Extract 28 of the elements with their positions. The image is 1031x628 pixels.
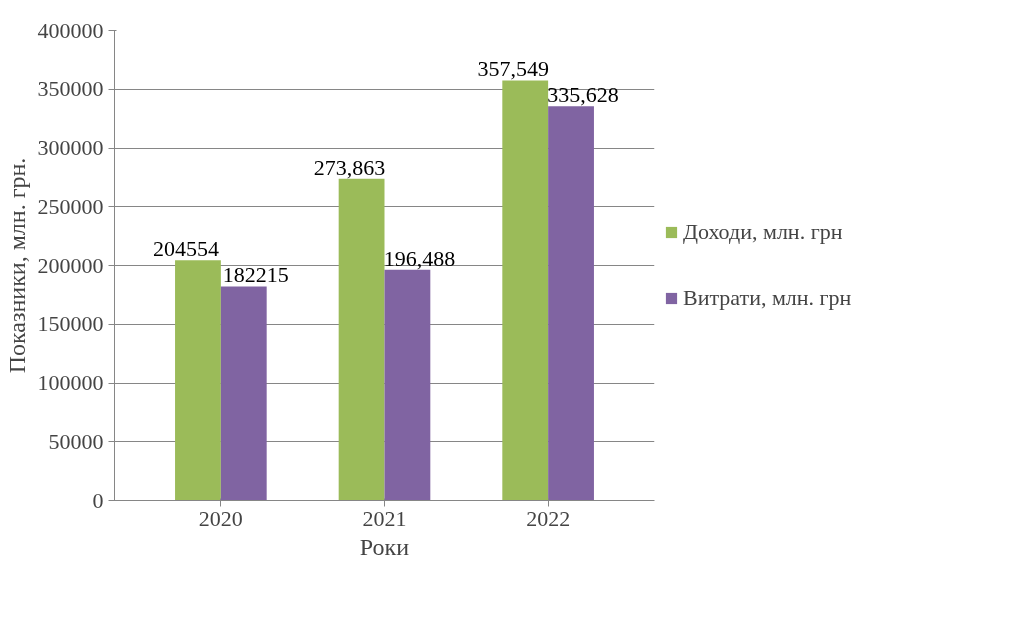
bar	[384, 269, 431, 501]
y-tick-label: 400000	[37, 17, 104, 43]
y-tick-label: 50000	[48, 428, 104, 454]
legend-label: Витрати, млн. грн	[683, 285, 852, 311]
x-tick-label: 2022	[526, 505, 571, 531]
data-label: 273,863	[313, 154, 386, 180]
bar	[175, 260, 221, 501]
y-tick-label: 350000	[37, 76, 104, 102]
y-axis-title: Показники, млн. грн.	[3, 157, 30, 374]
x-tick-label: 2021	[362, 505, 407, 531]
data-label: 357,549	[477, 56, 549, 82]
y-tick-label: 250000	[37, 193, 104, 219]
bar	[548, 106, 594, 501]
y-tick-label: 300000	[37, 135, 104, 160]
y-tick-label: 100000	[37, 370, 104, 395]
bar	[338, 178, 385, 501]
data-label: 335,628	[547, 82, 619, 108]
legend-label: Доходи, млн. грн	[683, 219, 843, 245]
y-tick-label: 150000	[37, 311, 104, 337]
bar	[220, 286, 267, 501]
y-tick-label: 0	[92, 487, 104, 513]
x-tick-label: 2020	[198, 505, 243, 531]
bar	[502, 80, 549, 501]
data-label: 182215	[222, 262, 289, 288]
data-label: 196,488	[383, 245, 456, 271]
y-tick-label: 200000	[37, 252, 104, 278]
data-label: 204554	[152, 236, 219, 262]
x-axis-title: Роки	[359, 533, 410, 560]
